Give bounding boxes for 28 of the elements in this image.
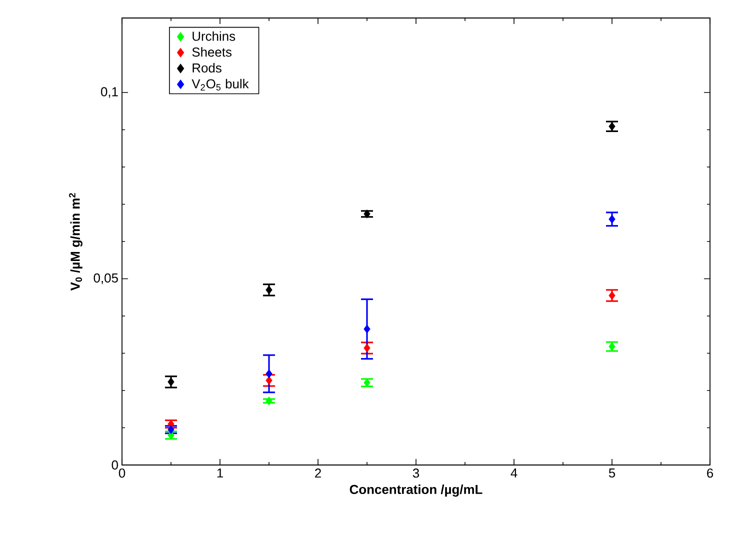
x-tick-label: 3 [412, 468, 420, 478]
point [168, 378, 174, 386]
point [364, 324, 370, 334]
point [608, 342, 616, 351]
y-tick-label: 0,05 [94, 273, 118, 284]
point [608, 122, 616, 131]
legend-label: Sheets [192, 47, 232, 57]
y-tick-label: 0,1 [100, 87, 118, 98]
x-tick-label: 5 [608, 468, 616, 478]
legend-label: Urchins [192, 31, 236, 41]
point [364, 344, 370, 352]
x-tick-label: 1 [217, 468, 223, 478]
x-tick-label: 2 [315, 468, 321, 478]
point [266, 286, 272, 294]
y-axis-title: V$_{0}$ /µM g/min m$^{2}$ [69, 193, 82, 291]
point [608, 291, 616, 300]
legend-label: V$_{2}$O$_{5}$ bulk [192, 78, 249, 90]
x-tick-label: 6 [707, 468, 714, 478]
x-tick-label: 4 [510, 468, 518, 478]
x-axis-title: Concentration /µg/mL [350, 484, 482, 497]
x-tick-label: 0 [118, 468, 126, 478]
point [266, 396, 272, 406]
point [364, 210, 370, 218]
y-tick-label: 0 [112, 460, 118, 470]
point [266, 376, 272, 385]
point [608, 214, 616, 224]
point [168, 425, 174, 434]
legend-label: Rods [192, 63, 222, 73]
